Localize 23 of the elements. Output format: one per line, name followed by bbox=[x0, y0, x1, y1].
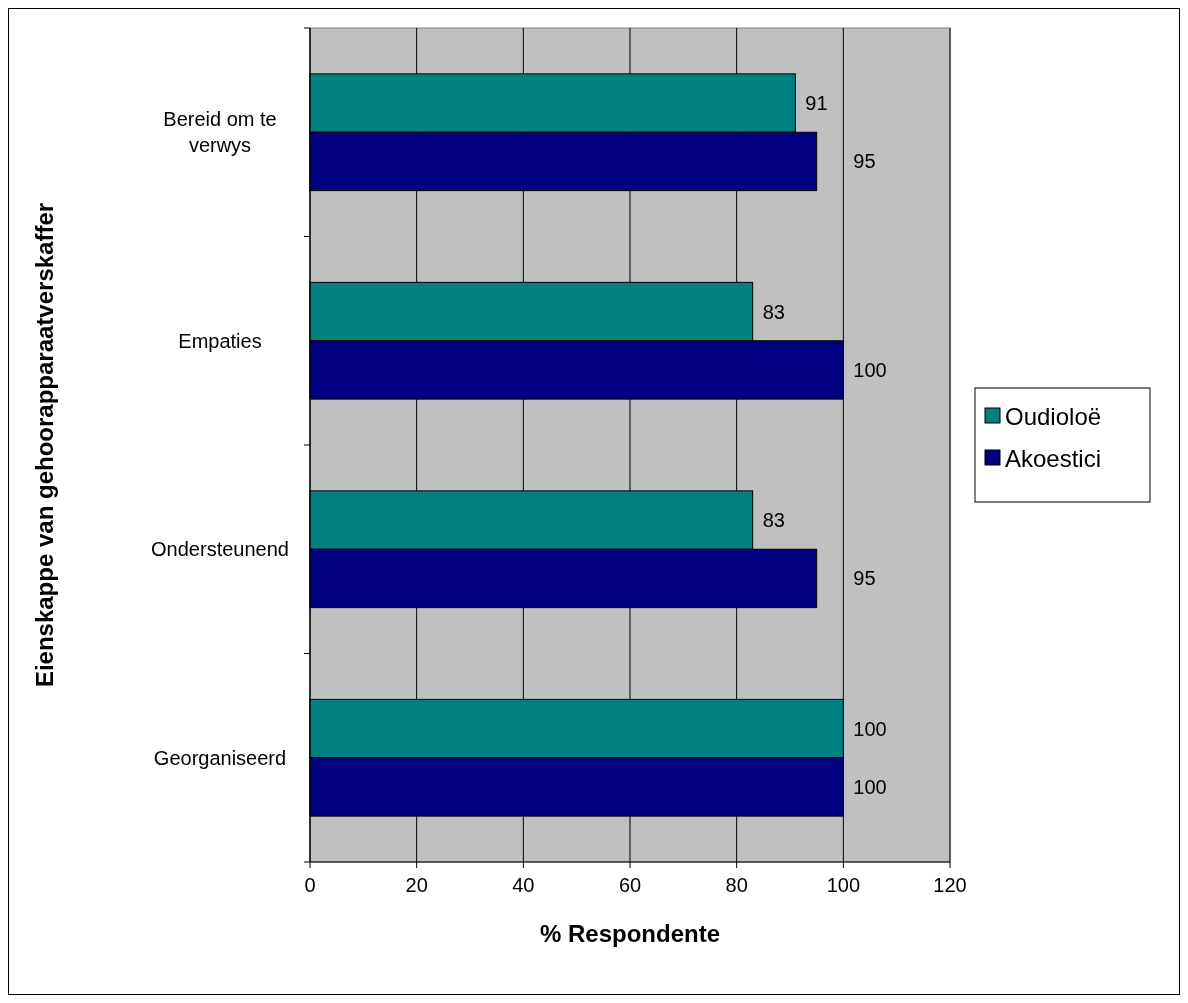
y-tick-label: Empaties bbox=[178, 329, 262, 352]
data-label: 83 bbox=[762, 509, 785, 532]
legend-label: Akoestici bbox=[1005, 444, 1102, 472]
y-tick-label: Ondersteunend bbox=[151, 538, 289, 561]
x-tick-label: 80 bbox=[725, 874, 748, 896]
data-label: 100 bbox=[853, 775, 887, 798]
y-tick-label: Georganiseerd bbox=[153, 746, 287, 769]
data-label: 100 bbox=[853, 717, 887, 740]
data-label: 91 bbox=[805, 92, 828, 115]
x-tick-label: 40 bbox=[512, 874, 535, 896]
data-label: 100 bbox=[853, 358, 887, 381]
y-axis-title: Eienskappe van gehoorapparaatverskaffer bbox=[31, 202, 58, 688]
data-label: 95 bbox=[853, 150, 876, 173]
data-label: 83 bbox=[762, 300, 785, 323]
x-tick-label: 0 bbox=[304, 874, 316, 896]
x-tick-label: 120 bbox=[933, 874, 967, 896]
x-axis-title: % Respondente bbox=[539, 920, 721, 947]
legend-label: Oudioloë bbox=[1005, 402, 1102, 430]
x-tick-label: 20 bbox=[405, 874, 428, 896]
y-tick-label: Bereid om te verwys bbox=[163, 108, 277, 157]
data-label: 95 bbox=[853, 567, 876, 590]
x-tick-label: 100 bbox=[826, 874, 861, 896]
x-tick-label: 60 bbox=[618, 874, 642, 896]
